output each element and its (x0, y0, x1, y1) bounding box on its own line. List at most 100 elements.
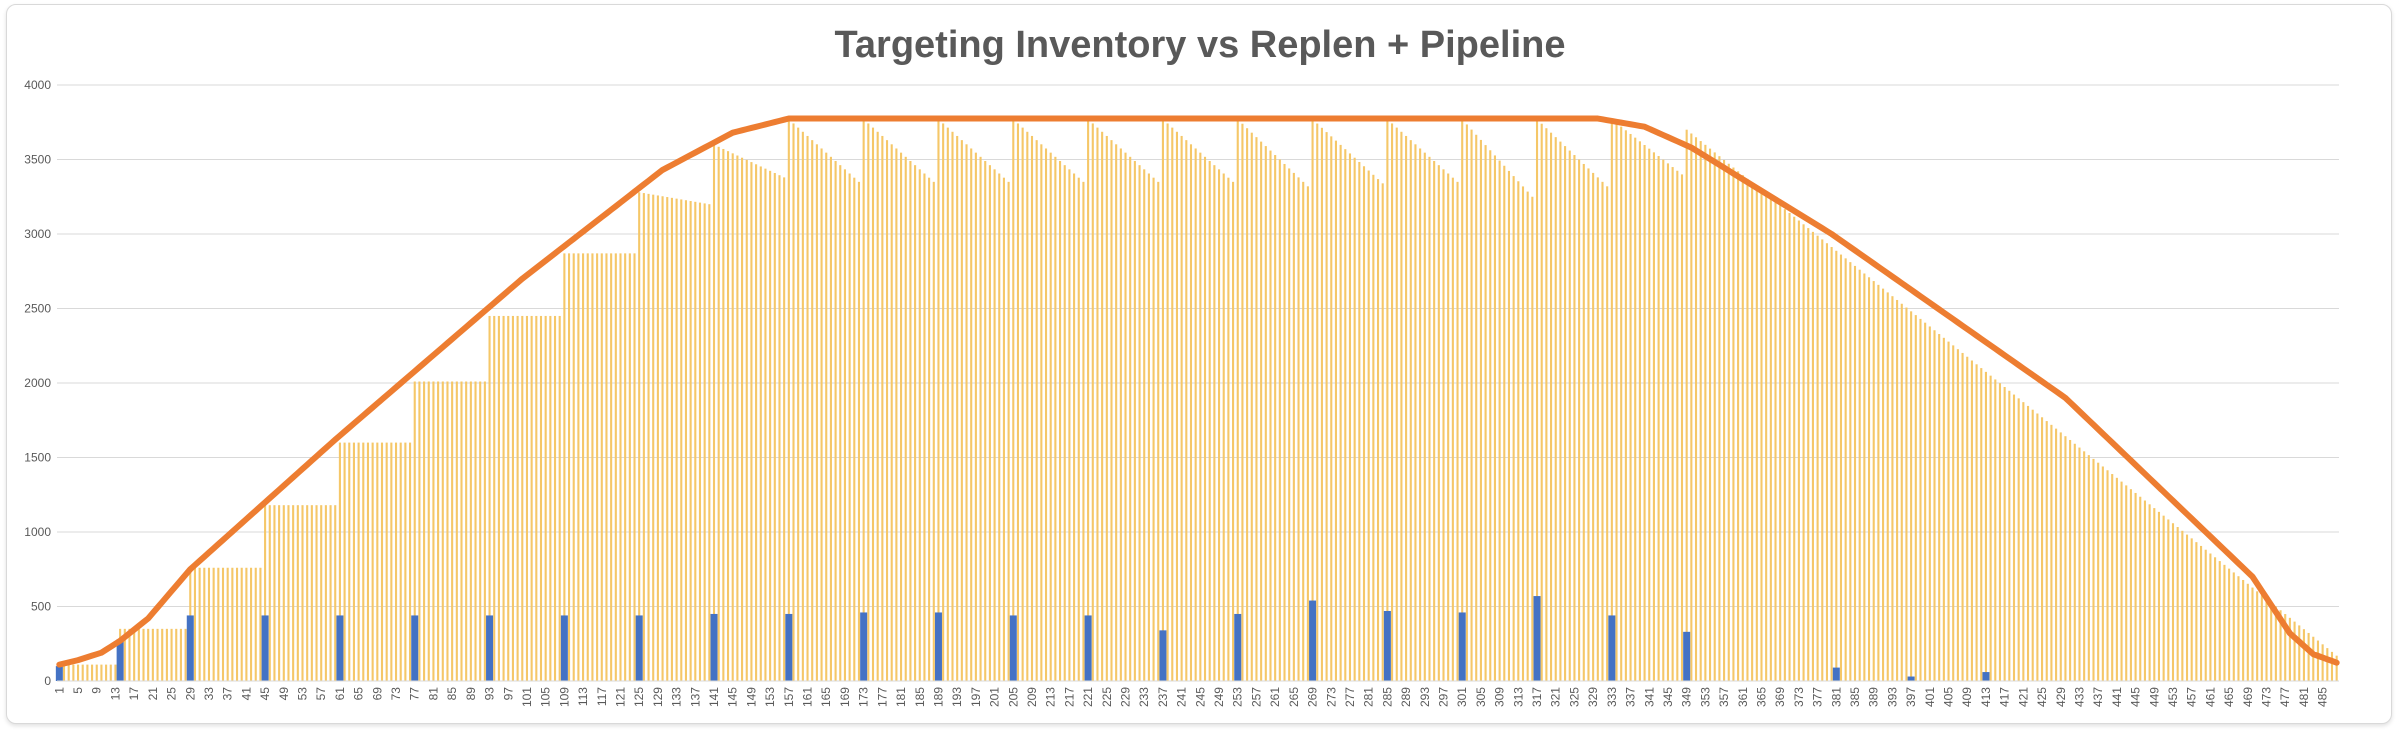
inventory-bar (1320, 127, 1323, 681)
x-tick-label: 13 (108, 687, 122, 701)
x-tick-label: 241 (1175, 687, 1189, 707)
inventory-bar (1325, 132, 1328, 682)
inventory-bar (2330, 651, 2334, 681)
inventory-bar (600, 253, 603, 681)
inventory-bar (1652, 152, 1655, 681)
inventory-bar (245, 567, 248, 681)
inventory-bar (2260, 595, 2263, 681)
inventory-bar (900, 152, 903, 681)
inventory-bar (670, 197, 673, 682)
inventory-bar (1381, 183, 1384, 681)
inventory-bar (334, 505, 337, 681)
inventory-bar (1264, 146, 1267, 682)
x-tick-label: 189 (931, 687, 945, 707)
inventory-bar (684, 200, 688, 681)
inventory-bar (1867, 277, 1871, 681)
x-tick-label: 389 (1867, 687, 1881, 707)
inventory-bar (2181, 530, 2184, 681)
inventory-bar (1339, 144, 1342, 681)
inventory-bar (867, 123, 870, 681)
inventory-bar (984, 160, 987, 682)
inventory-bar (2045, 421, 2048, 681)
inventory-bar (558, 315, 561, 681)
inventory-bar (628, 253, 631, 681)
inventory-bar (203, 567, 206, 681)
inventory-bar (1157, 181, 1160, 681)
inventory-bar (437, 381, 440, 681)
inventory-bar (1180, 135, 1183, 681)
inventory-bar (2167, 519, 2170, 681)
inventory-bar (2335, 655, 2338, 681)
inventory-bar (1783, 209, 1786, 681)
inventory-bar (221, 567, 225, 681)
inventory-bar (1676, 170, 1679, 681)
x-tick-label: 369 (1773, 687, 1787, 707)
inventory-bar (2237, 576, 2240, 681)
inventory-bar (1274, 155, 1277, 681)
inventory-bar (1643, 144, 1646, 682)
inventory-bar (2041, 417, 2044, 681)
inventory-bar (2092, 458, 2095, 681)
inventory-bar (268, 505, 271, 681)
x-tick-label: 445 (2129, 687, 2143, 707)
inventory-bar (2270, 602, 2273, 681)
inventory-bar (1512, 176, 1515, 681)
x-tick-label: 257 (1249, 687, 1263, 707)
inventory-bar (1564, 146, 1567, 682)
x-tick-label: 5 (71, 687, 85, 694)
x-tick-label: 217 (1062, 687, 1076, 707)
inventory-bar (2218, 561, 2221, 681)
inventory-bar (1362, 166, 1366, 682)
inventory-bar (1694, 137, 1698, 681)
inventory-bar (1058, 160, 1062, 682)
inventory-bar (1755, 186, 1758, 681)
inventory-bar (2307, 632, 2310, 681)
chart: Targeting Inventory vs Replen + Pipeline… (24, 24, 2340, 707)
inventory-bar (1811, 231, 1814, 682)
inventory-bar (156, 628, 159, 681)
inventory-bar (535, 315, 538, 681)
replen-bar (1683, 631, 1691, 681)
inventory-bar (1269, 150, 1272, 681)
inventory-bar (1414, 144, 1417, 681)
inventory-bar (273, 505, 276, 681)
inventory-bar (1521, 186, 1525, 682)
inventory-bar (1872, 281, 1875, 681)
inventory-bar (357, 442, 360, 681)
inventory-bar (1278, 159, 1281, 681)
inventory-bar (2153, 508, 2156, 681)
inventory-bar (1110, 140, 1113, 681)
inventory-bar (161, 628, 164, 681)
inventory-bar (2321, 644, 2324, 681)
inventory-bar (759, 166, 762, 681)
inventory-bar (656, 195, 659, 681)
y-tick-label: 500 (31, 600, 51, 614)
x-tick-label: 357 (1717, 687, 1731, 707)
inventory-bar (2143, 500, 2146, 681)
inventory-bar (502, 315, 505, 681)
inventory-bar (516, 315, 519, 681)
inventory-bar (1914, 315, 1917, 681)
inventory-bar (1302, 181, 1305, 681)
inventory-bar (2274, 606, 2277, 681)
inventory-bar (1746, 178, 1749, 682)
x-tick-label: 29 (183, 687, 197, 701)
inventory-bar (296, 505, 299, 681)
inventory-bar (1816, 235, 1819, 681)
inventory-bar (413, 381, 416, 681)
y-tick-label: 0 (44, 674, 51, 688)
x-tick-label: 453 (2166, 687, 2180, 707)
inventory-bar (1367, 170, 1370, 681)
inventory-bar (1970, 360, 1973, 681)
inventory-bar (619, 253, 622, 681)
inventory-bar (1433, 160, 1436, 682)
inventory-bar (834, 160, 837, 682)
replen-bar (560, 615, 568, 681)
replen-bar (1159, 630, 1167, 681)
inventory-bar (1129, 156, 1132, 681)
inventory-bar (1063, 165, 1066, 682)
x-tick-label: 137 (688, 687, 702, 707)
inventory-bar (1073, 173, 1076, 682)
inventory-bar (722, 148, 725, 681)
inventory-bar (567, 253, 571, 681)
